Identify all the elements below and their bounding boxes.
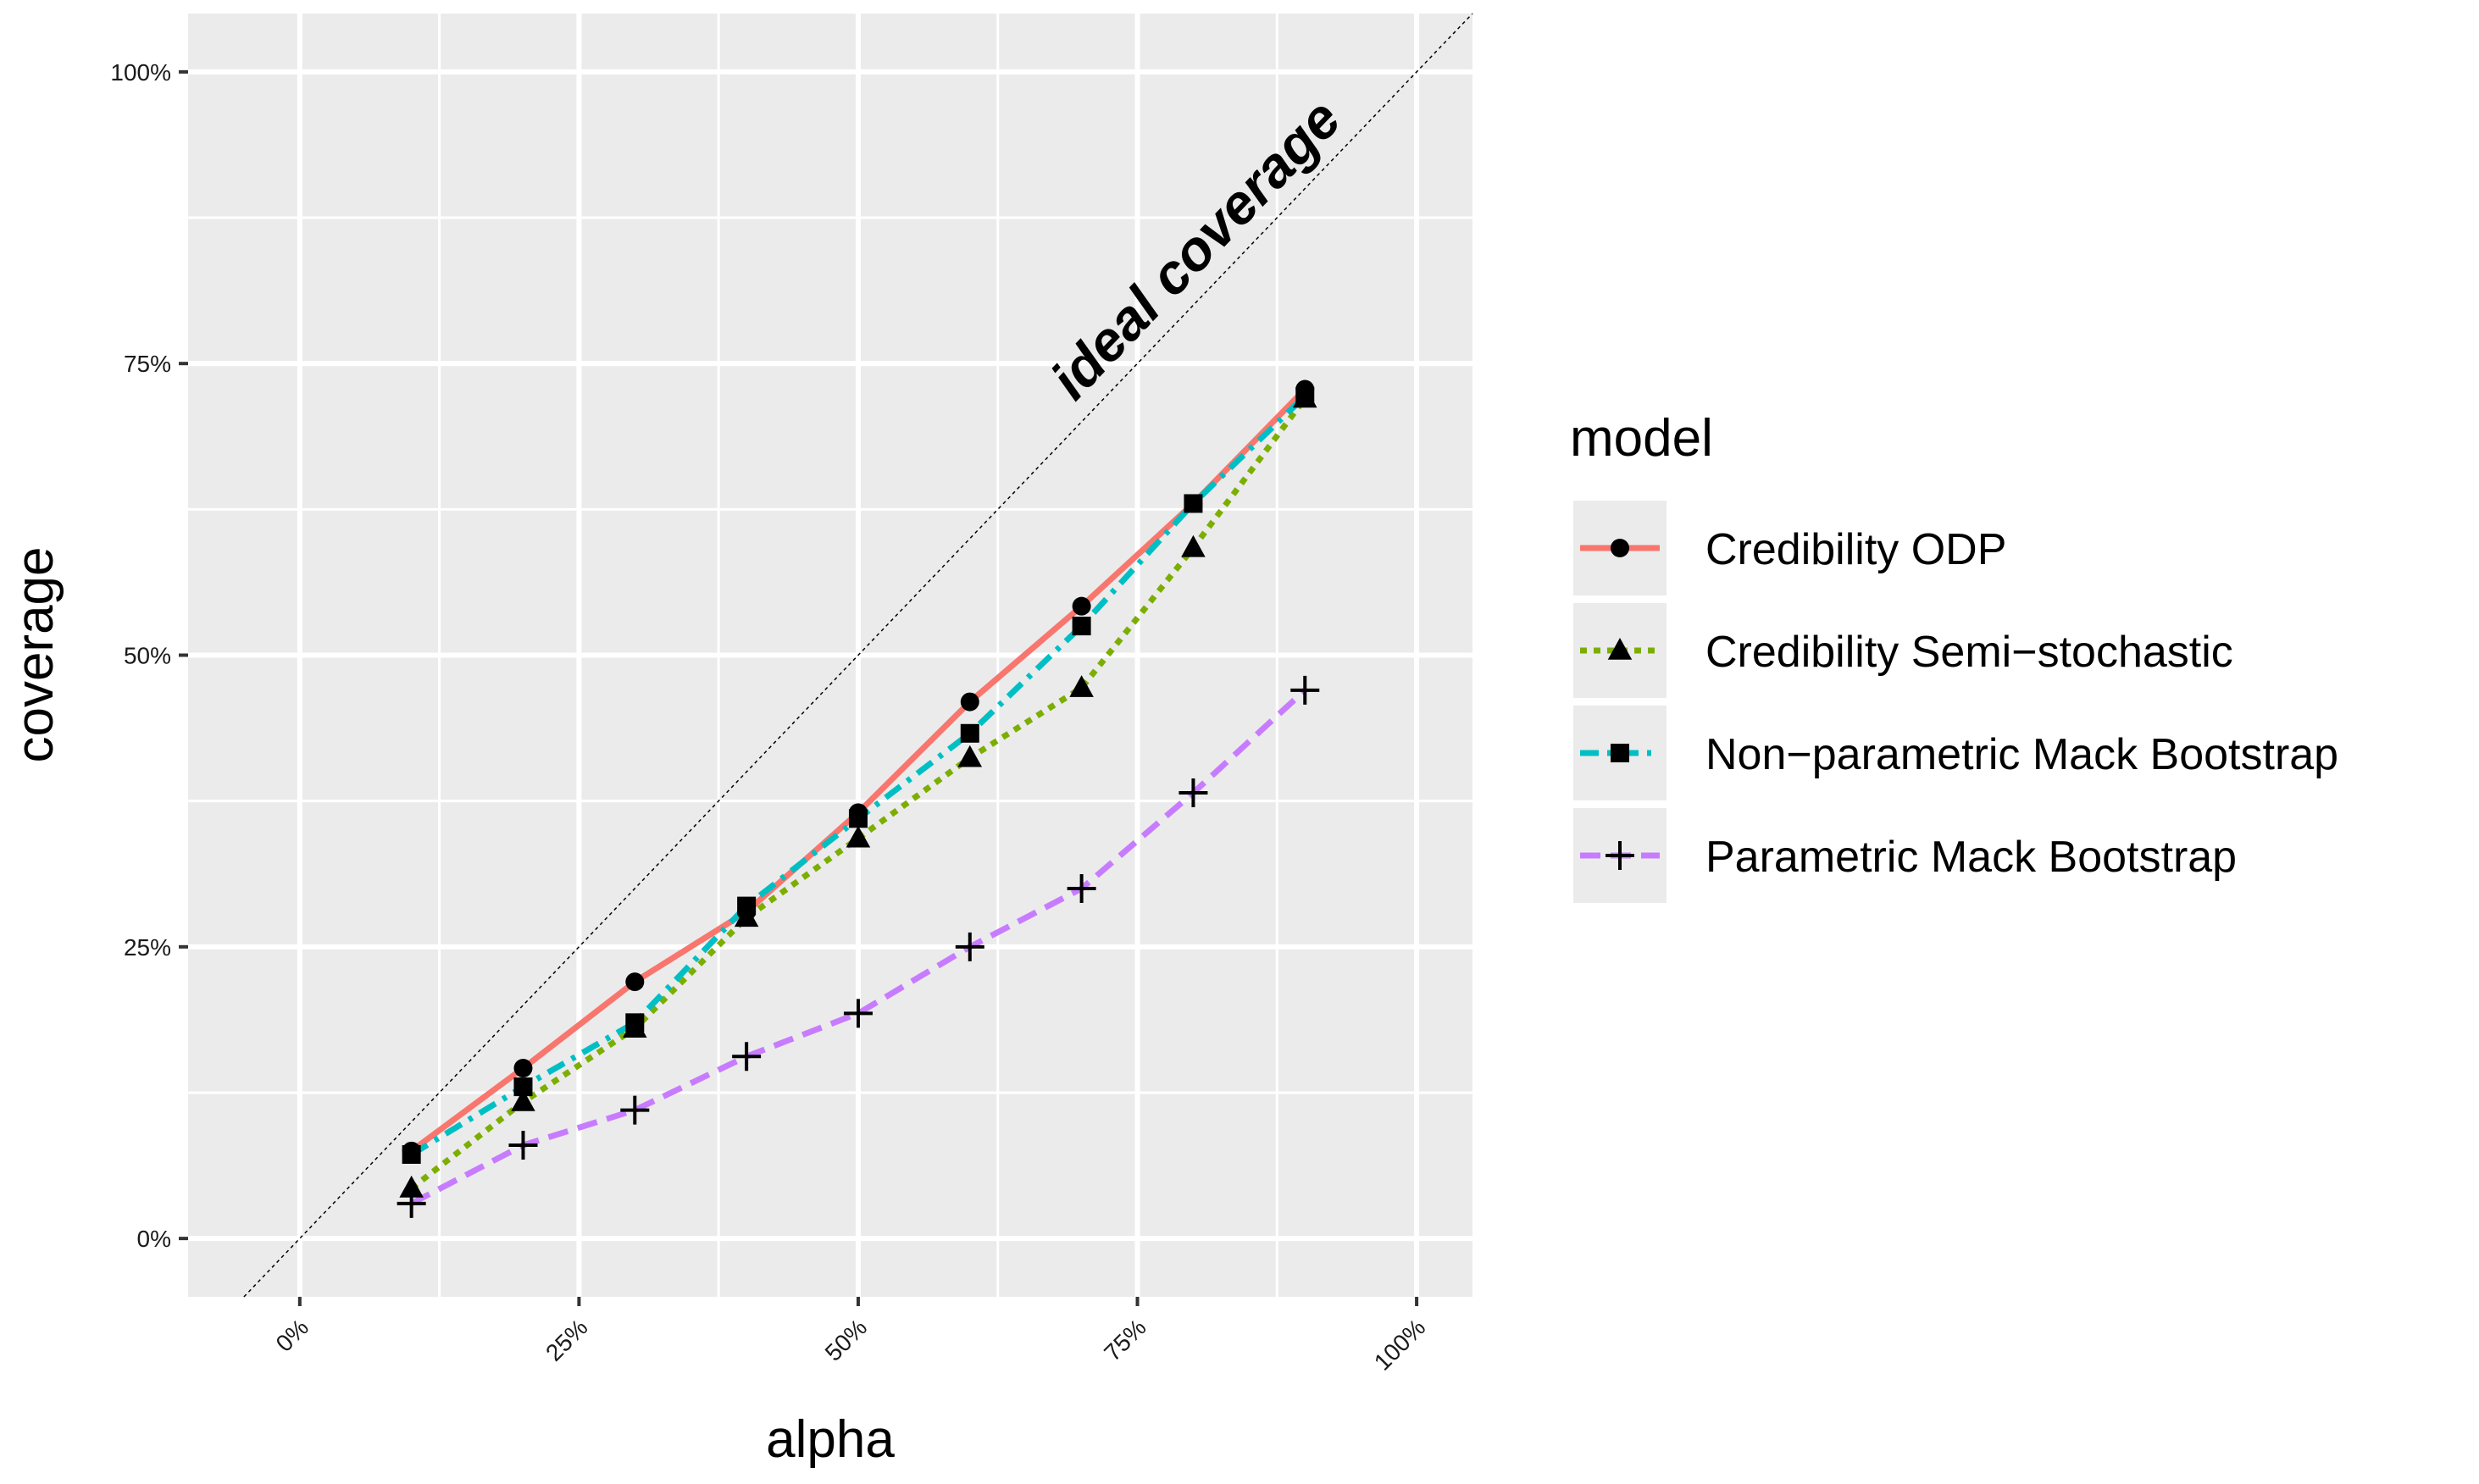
y-tick-label: 50% [124,643,171,669]
legend-key-marker [1606,841,1634,870]
data-point-credibility-semi-stochastic [1069,675,1094,697]
data-point-non-parametric-mack-bootstrap [848,809,868,828]
x-tick-label: 0% [271,1314,314,1357]
series-points [397,379,1320,1218]
legend-item-parametric-mack-bootstrap: Parametric Mack Bootstrap [1573,808,2237,903]
data-point-non-parametric-mack-bootstrap [960,723,979,743]
x-axis-title: alpha [766,1410,895,1469]
x-tick-label: 50% [820,1314,873,1366]
data-point-parametric-mack-bootstrap [732,1042,762,1071]
data-point-non-parametric-mack-bootstrap [402,1144,421,1164]
y-tick-label: 100% [110,59,171,86]
series-line-parametric-mack-bootstrap [410,688,1307,1206]
ideal-coverage-reference-line [243,13,1473,1298]
legend-item-non-parametric-mack-bootstrap: Non−parametric Mack Bootstrap [1573,706,2338,800]
legend-label: Credibility ODP [1705,525,2006,574]
data-point-credibility-semi-stochastic [846,825,871,848]
data-point-parametric-mack-bootstrap [397,1188,426,1218]
ideal-coverage-line [243,13,1473,1298]
y-tick-label: 75% [124,351,171,377]
x-tick-label: 75% [1099,1314,1151,1366]
data-point-non-parametric-mack-bootstrap [1072,617,1091,636]
data-point-credibility-semi-stochastic [1181,534,1206,557]
legend: model Credibility ODP Credibility Semi−st… [1570,409,2338,903]
y-axis-title: coverage [6,546,64,762]
data-point-credibility-odp [625,972,645,992]
data-point-parametric-mack-bootstrap [1067,873,1096,903]
legend-key-marker [1607,638,1633,660]
legend-key-marker [1611,539,1629,557]
data-point-credibility-semi-stochastic [399,1175,424,1198]
data-point-credibility-odp [960,692,979,712]
data-point-parametric-mack-bootstrap [508,1130,538,1160]
data-point-credibility-odp [1072,596,1091,616]
data-point-credibility-semi-stochastic [511,1088,535,1111]
data-point-parametric-mack-bootstrap [843,999,873,1028]
legend-key-marker [1611,744,1629,762]
legend-label: Parametric Mack Bootstrap [1705,833,2237,882]
data-point-non-parametric-mack-bootstrap [1295,386,1315,406]
data-point-parametric-mack-bootstrap [955,932,984,961]
data-point-non-parametric-mack-bootstrap [1184,494,1203,513]
y-axis: 0% 25% 50% 75% 100% [110,59,188,1252]
data-point-parametric-mack-bootstrap [1290,675,1320,705]
legend-label: Non−parametric Mack Bootstrap [1705,730,2338,779]
legend-title: model [1570,409,1713,468]
legend-item-credibility-semi-stochastic: Credibility Semi−stochastic [1573,603,2233,698]
data-point-parametric-mack-bootstrap [620,1095,650,1125]
data-point-credibility-semi-stochastic [734,905,759,928]
data-point-parametric-mack-bootstrap [1178,778,1208,808]
x-axis: 0% 25% 50% 75% 100% [271,1297,1431,1376]
data-point-non-parametric-mack-bootstrap [737,896,757,916]
data-point-credibility-semi-stochastic [957,745,983,767]
x-tick-label: 100% [1369,1314,1431,1376]
data-point-non-parametric-mack-bootstrap [513,1077,533,1097]
data-point-non-parametric-mack-bootstrap [625,1013,645,1033]
y-tick-label: 0% [137,1226,171,1252]
legend-item-credibility-odp: Credibility ODP [1573,501,2006,595]
x-tick-label: 25% [541,1314,593,1366]
legend-label: Credibility Semi−stochastic [1705,628,2233,677]
data-point-credibility-odp [513,1059,533,1078]
y-tick-label: 25% [124,934,171,961]
